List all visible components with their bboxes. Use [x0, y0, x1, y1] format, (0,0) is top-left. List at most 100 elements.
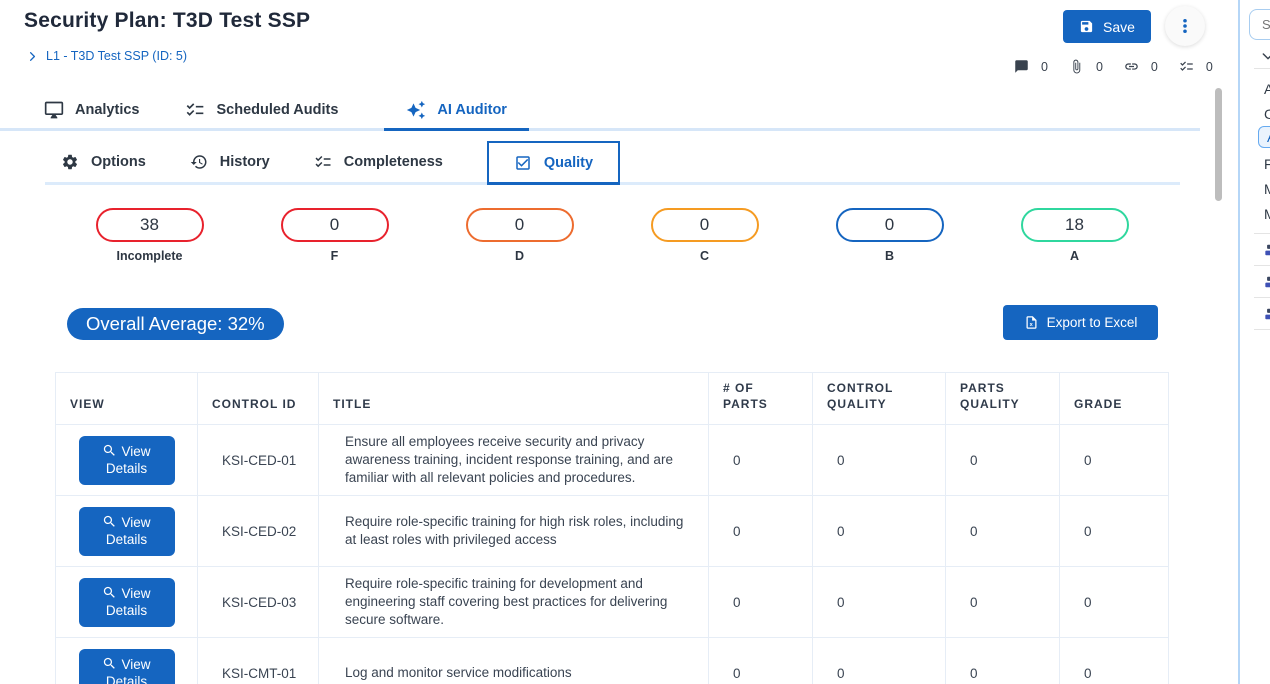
title-cell: Ensure all employees receive security an…	[318, 424, 709, 496]
panel-list-item[interactable]: A	[1264, 81, 1270, 97]
sparkles-icon	[407, 100, 426, 120]
subtab-label: Completeness	[343, 153, 443, 170]
links-counter[interactable]: 0	[1124, 59, 1158, 74]
panel-divider	[1254, 233, 1270, 234]
parts-cell: 0	[708, 566, 813, 638]
subtab-label: History	[219, 153, 270, 170]
tab-ai-auditor[interactable]: AI Auditor	[384, 92, 529, 131]
panel-list-item[interactable]: M	[1264, 181, 1270, 197]
tab-scheduled-audits[interactable]: Scheduled Audits	[185, 92, 338, 128]
view-details-label: View Details	[105, 444, 151, 476]
grade-pill-b: 0 B	[797, 208, 982, 263]
sub-tab-bar: Options History Completeness Quality	[45, 141, 1180, 185]
column-header-parts-quality: PARTS QUALITY	[945, 372, 1060, 425]
panel-list-item[interactable]: C	[1264, 106, 1270, 122]
search-icon	[104, 658, 116, 670]
panel-list-item[interactable]: M	[1264, 206, 1270, 222]
checkbox-icon	[516, 155, 530, 170]
column-header-num-parts: # OF PARTS	[708, 372, 813, 425]
tab-analytics[interactable]: Analytics	[44, 92, 139, 128]
panel-divider	[1254, 297, 1270, 298]
parts-cell: 0	[708, 637, 813, 684]
comment-icon	[1015, 60, 1028, 73]
search-icon	[104, 587, 116, 599]
chevron-down-icon[interactable]	[1260, 48, 1270, 64]
parts-quality-cell: 0	[945, 566, 1060, 638]
table-row: View Details KSI-CMT-01 Log and monitor …	[55, 637, 1169, 684]
link-icon	[1125, 63, 1138, 70]
export-to-excel-button[interactable]: Export to Excel	[1003, 305, 1158, 340]
panel-divider	[1254, 265, 1270, 266]
breadcrumb-label: L1 - T3D Test SSP (ID: 5)	[46, 49, 188, 63]
control-quality-cell: 0	[812, 637, 946, 684]
view-details-button[interactable]: View Details	[78, 506, 175, 556]
parts-cell: 0	[708, 424, 813, 496]
tasks-counter[interactable]: 0	[1179, 59, 1213, 74]
quality-table: VIEW CONTROL ID TITLE # OF PARTS CONTROL…	[55, 372, 1169, 684]
subtab-options[interactable]: Options	[61, 141, 146, 182]
column-header-view: VIEW	[55, 372, 198, 425]
subtab-history[interactable]: History	[190, 141, 270, 182]
main-tab-bar: Analytics Scheduled Audits AI Auditor	[0, 92, 1200, 131]
grade-pill-value: 0	[280, 208, 389, 242]
history-icon	[190, 154, 207, 169]
tasks-count: 0	[1205, 59, 1213, 74]
attachments-counter[interactable]: 0	[1069, 59, 1103, 74]
view-details-button[interactable]: View Details	[78, 435, 175, 485]
tab-label: Analytics	[75, 102, 140, 118]
panel-divider	[1254, 329, 1270, 330]
subtab-label: Options	[91, 153, 146, 170]
panel-list-item[interactable]: F	[1264, 156, 1270, 172]
parts-quality-cell: 0	[945, 637, 1060, 684]
column-header-control-quality: CONTROL QUALITY	[812, 372, 946, 425]
view-details-button[interactable]: View Details	[78, 577, 175, 627]
subtab-completeness[interactable]: Completeness	[314, 141, 443, 182]
grade-cell: 0	[1059, 637, 1169, 684]
vertical-dots-icon	[1183, 18, 1187, 34]
control-quality-cell: 0	[812, 566, 946, 638]
more-options-button[interactable]	[1165, 6, 1205, 46]
grade-cell: 0	[1059, 495, 1169, 567]
grade-pill-incomplete: 38 Incomplete	[57, 208, 242, 263]
panel-search-input[interactable]	[1249, 9, 1270, 40]
grade-pill-label: B	[884, 249, 895, 263]
grade-cell: 0	[1059, 424, 1169, 496]
list-icon[interactable]	[1263, 306, 1270, 322]
list-icon[interactable]	[1263, 242, 1270, 258]
table-header-row: VIEW CONTROL ID TITLE # OF PARTS CONTROL…	[55, 372, 1169, 425]
search-icon	[104, 445, 116, 457]
tab-label: AI Auditor	[437, 102, 507, 118]
title-cell: Log and monitor service modifications	[318, 637, 709, 684]
breadcrumb[interactable]: L1 - T3D Test SSP (ID: 5)	[26, 49, 187, 63]
subtab-quality[interactable]: Quality	[486, 141, 621, 185]
parts-quality-cell: 0	[945, 424, 1060, 496]
counter-bar: 0 0 0 0	[1014, 59, 1213, 74]
attachments-count: 0	[1095, 59, 1103, 74]
page-title: Security Plan: T3D Test SSP	[24, 9, 311, 32]
control-id-cell: KSI-CED-02	[197, 495, 319, 567]
list-icon[interactable]	[1263, 274, 1270, 290]
title-cell: Require role-specific training for high …	[318, 495, 709, 567]
vertical-scrollbar[interactable]	[1215, 88, 1222, 201]
checklist-icon	[187, 103, 204, 116]
right-side-panel: A C A F M M	[1238, 0, 1270, 684]
main-content: Security Plan: T3D Test SSP L1 - T3D Tes…	[0, 6, 1213, 684]
grade-pill-value: 0	[465, 208, 574, 242]
grade-pill-d: 0 D	[427, 208, 612, 263]
save-button[interactable]: Save	[1063, 10, 1151, 43]
grade-pill-label: D	[514, 249, 525, 263]
grade-pill-value: 38	[95, 208, 204, 242]
view-details-label: View Details	[105, 657, 151, 684]
monitor-icon	[44, 101, 64, 119]
comments-counter[interactable]: 0	[1014, 59, 1048, 74]
view-details-button[interactable]: View Details	[78, 648, 175, 684]
subtab-label: Quality	[543, 154, 594, 171]
save-button-label: Save	[1103, 18, 1135, 35]
save-icon	[1080, 20, 1093, 33]
panel-list-item-selected[interactable]: A	[1258, 126, 1270, 148]
panel-divider	[1254, 68, 1270, 69]
parts-quality-cell: 0	[945, 495, 1060, 567]
grade-pill-f: 0 F	[242, 208, 427, 263]
table-row: View Details KSI-CED-03 Require role-spe…	[55, 566, 1169, 638]
overall-average-badge: Overall Average: 32%	[67, 308, 284, 340]
